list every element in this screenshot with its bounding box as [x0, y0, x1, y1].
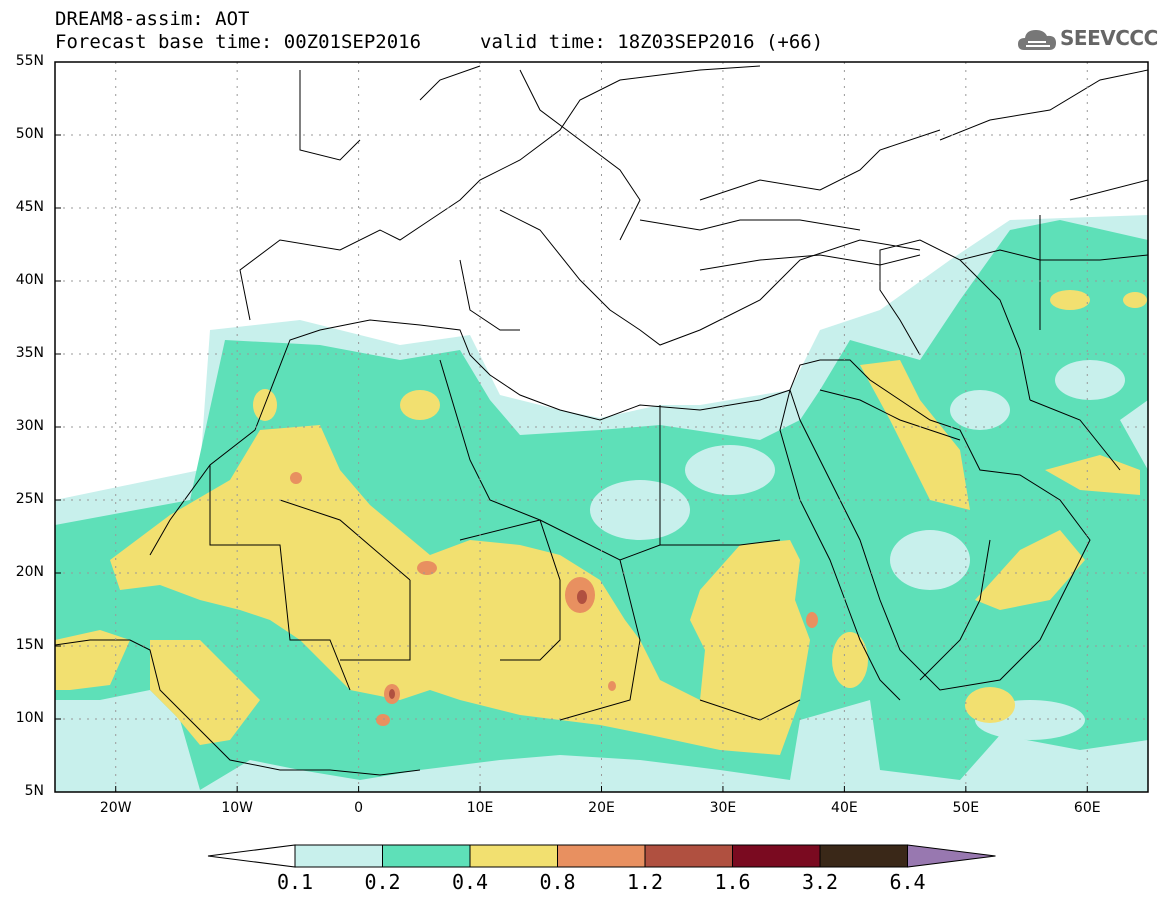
- lat-tick-label: 20N: [15, 564, 44, 580]
- lon-tick-label: 20W: [99, 800, 132, 816]
- colorbar-swatch: [557, 844, 646, 868]
- lat-tick-label: 30N: [15, 418, 44, 434]
- colorbar-label: 0.2: [364, 870, 401, 894]
- lat-tick-label: 40N: [15, 272, 44, 288]
- logo-text: SEEVCCC: [1060, 26, 1158, 50]
- valid-time: valid time: 18Z03SEP2016 (+66): [480, 31, 824, 53]
- colorbar-label: 6.4: [889, 870, 926, 894]
- lat-tick-label: 50N: [15, 126, 44, 142]
- colorbar-label: 3.2: [801, 870, 839, 894]
- colorbar-over-arrow: [907, 844, 996, 868]
- lon-tick-label: 50E: [952, 800, 980, 816]
- forecast-base-time: Forecast base time: 00Z01SEP2016: [55, 31, 422, 53]
- lat-tick-label: 10N: [15, 710, 44, 726]
- lat-tick-label: 15N: [15, 637, 44, 653]
- aot-field-1-2: [389, 590, 587, 699]
- lon-tick-label: 10W: [221, 800, 253, 816]
- colorbar-label: 1.2: [626, 870, 664, 894]
- lon-tick-label: 10E: [466, 800, 494, 816]
- lat-tick-label: 35N: [15, 345, 44, 361]
- lon-tick-label: 40E: [831, 800, 858, 816]
- colorbar-label: 0.1: [276, 870, 314, 894]
- colorbar-swatch: [294, 844, 383, 868]
- colorbar-under-arrow: [207, 844, 296, 868]
- colorbar-swatch: [382, 844, 471, 868]
- colorbar-swatch: [732, 844, 821, 868]
- colorbar-swatch: [469, 844, 558, 868]
- colorbar-label: 1.6: [714, 870, 751, 894]
- lon-tick-label: 0: [354, 800, 364, 816]
- lon-tick-label: 30E: [709, 800, 737, 816]
- lon-tick-label: 60E: [1073, 800, 1101, 816]
- chart-title: DREAM8-assim: AOT: [55, 8, 250, 30]
- country-borders: [55, 65, 1148, 776]
- colorbar: [207, 844, 996, 868]
- colorbar-swatch: [644, 844, 733, 868]
- colorbar-swatch: [819, 844, 908, 868]
- lat-tick-label: 5N: [24, 783, 44, 799]
- cloud-logo-icon: [1018, 30, 1056, 50]
- graticule: [55, 62, 1148, 792]
- lat-tick-label: 25N: [15, 491, 44, 507]
- lat-tick-label: 45N: [15, 199, 44, 215]
- lat-tick-label: 55N: [15, 53, 44, 69]
- colorbar-label: 0.8: [539, 870, 576, 894]
- colorbar-label: 0.4: [451, 870, 489, 894]
- lon-tick-label: 20E: [588, 800, 615, 816]
